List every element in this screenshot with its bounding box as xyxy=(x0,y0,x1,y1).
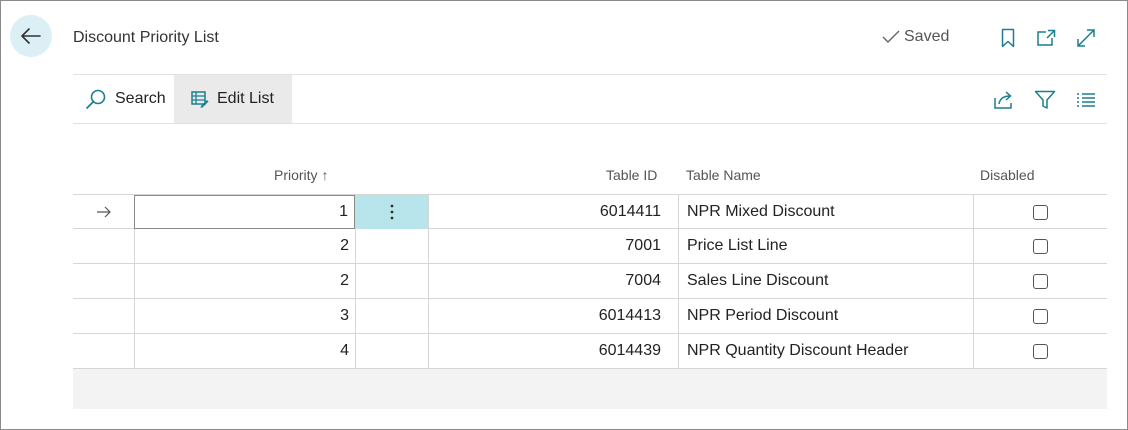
table-name-cell[interactable]: NPR Quantity Discount Header xyxy=(687,342,909,359)
priority-cell[interactable]: 4 xyxy=(340,342,349,359)
search-button[interactable]: Search xyxy=(85,75,166,123)
filter-button[interactable] xyxy=(1033,88,1057,112)
row-menu-cell[interactable] xyxy=(356,229,428,263)
row-pointer xyxy=(73,229,134,263)
table-id-cell[interactable]: 6014411 xyxy=(599,203,661,220)
expand-icon xyxy=(1077,29,1095,47)
bookmark-button[interactable] xyxy=(997,27,1019,49)
table-footer xyxy=(73,369,1107,409)
column-header-disabled[interactable]: Disabled xyxy=(980,167,1035,183)
column-header-priority[interactable]: Priority ↑ xyxy=(274,167,328,183)
priority-cell[interactable]: 2 xyxy=(340,272,349,289)
table-id-cell[interactable]: 6014413 xyxy=(598,307,661,324)
checkmark-icon xyxy=(882,30,900,43)
row-menu-cell[interactable] xyxy=(356,299,428,333)
share-button[interactable] xyxy=(992,88,1016,112)
column-header-table-name[interactable]: Table Name xyxy=(686,167,761,183)
edit-list-icon xyxy=(191,91,209,108)
table-row[interactable]: 3 6014413 NPR Period Discount xyxy=(73,299,1107,334)
arrow-left-icon xyxy=(21,28,41,44)
row-pointer xyxy=(73,334,134,368)
priority-header-label: Priority xyxy=(274,167,318,183)
table-row[interactable]: 2 7004 Sales Line Discount xyxy=(73,264,1107,299)
share-icon xyxy=(994,91,1012,109)
list-icon xyxy=(1077,93,1095,107)
more-vertical-icon xyxy=(390,204,394,220)
row-pointer xyxy=(73,264,134,298)
priority-input[interactable]: 1 xyxy=(134,195,355,229)
sort-ascending-icon: ↑ xyxy=(321,167,329,183)
action-bar: Search Edit List xyxy=(73,74,1107,124)
filter-icon xyxy=(1034,90,1056,109)
priority-cell[interactable]: 2 xyxy=(340,237,349,254)
priority-cell[interactable]: 3 xyxy=(340,307,349,324)
row-menu-cell[interactable] xyxy=(356,264,428,298)
table-name-cell[interactable]: Sales Line Discount xyxy=(687,272,829,289)
row-menu-cell[interactable] xyxy=(356,334,428,368)
edit-list-label: Edit List xyxy=(217,90,274,107)
column-header-table-id[interactable]: Table ID xyxy=(606,167,658,183)
discount-priority-table: 1 6014411 NPR Mixed Discount 2 7001 xyxy=(73,194,1107,369)
table-name-cell[interactable]: Price List Line xyxy=(687,237,788,254)
table-name-cell[interactable]: NPR Period Discount xyxy=(687,307,839,324)
bookmark-icon xyxy=(1001,28,1015,48)
disabled-checkbox[interactable] xyxy=(1033,308,1048,324)
back-button[interactable] xyxy=(10,15,52,57)
disabled-cell xyxy=(974,195,1107,229)
table-id-cell[interactable]: 7001 xyxy=(625,237,661,254)
table-row[interactable]: 4 6014439 NPR Quantity Discount Header xyxy=(73,334,1107,369)
table-row[interactable]: 1 6014411 NPR Mixed Discount xyxy=(73,194,1107,229)
table-id-cell[interactable]: 6014439 xyxy=(598,342,661,359)
disabled-checkbox[interactable] xyxy=(1033,238,1048,254)
search-icon xyxy=(86,89,106,109)
list-view-button[interactable] xyxy=(1074,88,1098,112)
table-row[interactable]: 2 7001 Price List Line xyxy=(73,229,1107,264)
disabled-cell xyxy=(974,264,1107,298)
edit-list-button[interactable]: Edit List xyxy=(174,75,292,123)
disabled-cell xyxy=(974,299,1107,333)
disabled-cell xyxy=(974,334,1107,368)
disabled-checkbox[interactable] xyxy=(1033,204,1048,220)
disabled-cell xyxy=(974,229,1107,263)
table-id-cell[interactable]: 7004 xyxy=(625,272,661,289)
open-in-new-window-button[interactable] xyxy=(1035,27,1057,49)
disabled-checkbox[interactable] xyxy=(1033,343,1048,359)
search-label: Search xyxy=(115,90,166,107)
open-in-new-window-icon xyxy=(1037,29,1056,46)
row-pointer xyxy=(73,299,134,333)
page-title: Discount Priority List xyxy=(73,29,219,46)
row-menu-button[interactable] xyxy=(356,195,428,229)
saved-status: Saved xyxy=(882,28,949,46)
table-name-cell[interactable]: NPR Mixed Discount xyxy=(687,203,835,220)
saved-label: Saved xyxy=(904,28,950,45)
disabled-checkbox[interactable] xyxy=(1033,273,1048,289)
expand-button[interactable] xyxy=(1075,27,1097,49)
arrow-right-icon xyxy=(96,206,111,218)
row-pointer xyxy=(73,195,134,229)
